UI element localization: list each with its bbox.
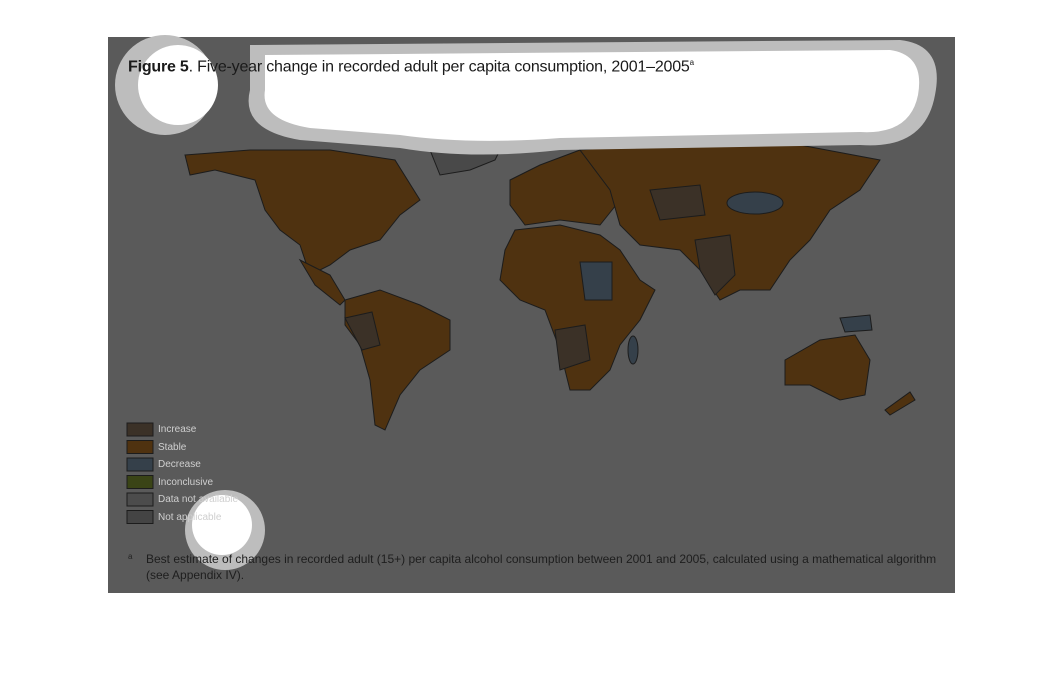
- legend-swatch: [126, 492, 154, 507]
- title-text: . Five-year change in recorded adult per…: [188, 58, 690, 76]
- legend-swatch: [126, 457, 154, 472]
- legend-label: Data not available: [158, 494, 239, 505]
- legend-label: Decrease: [158, 459, 201, 470]
- legend-swatch: [126, 475, 154, 489]
- australia: [784, 334, 871, 401]
- region-increase: [554, 324, 591, 371]
- europe: [509, 149, 621, 226]
- region-decrease: [579, 261, 613, 301]
- image-overlay: [115, 35, 937, 570]
- legend-label: Increase: [158, 424, 197, 435]
- central-america: [298, 258, 346, 306]
- legend-swatch: [126, 440, 154, 454]
- overlay-blob: [264, 50, 920, 141]
- madagascar: [627, 335, 639, 365]
- new-zealand: [884, 391, 916, 416]
- legend: [126, 422, 154, 524]
- legend-swatch: [126, 510, 154, 524]
- region-increase: [694, 234, 736, 296]
- footnote-marker: a: [128, 552, 133, 561]
- legend-label: Inconclusive: [158, 476, 214, 488]
- title: Figure 5. Five-year change in recorded a…: [128, 58, 694, 76]
- legend-label: Stable: [158, 441, 187, 453]
- region-increase: [649, 184, 706, 221]
- new-guinea: [839, 314, 873, 333]
- asia: [579, 139, 881, 301]
- africa: [499, 224, 656, 391]
- figure-label: Figure 5: [128, 58, 189, 76]
- overlay-blob: [138, 45, 218, 125]
- legend-label: Not applicable: [158, 511, 222, 523]
- region-decrease: [726, 191, 784, 215]
- footnote-text: Best estimate of changes in recorded adu…: [146, 552, 937, 582]
- region-increase: [344, 311, 381, 351]
- overlay-blob: [192, 495, 252, 555]
- title-note: a: [689, 58, 694, 67]
- legend-swatch: [126, 422, 154, 437]
- north-america: [184, 149, 421, 276]
